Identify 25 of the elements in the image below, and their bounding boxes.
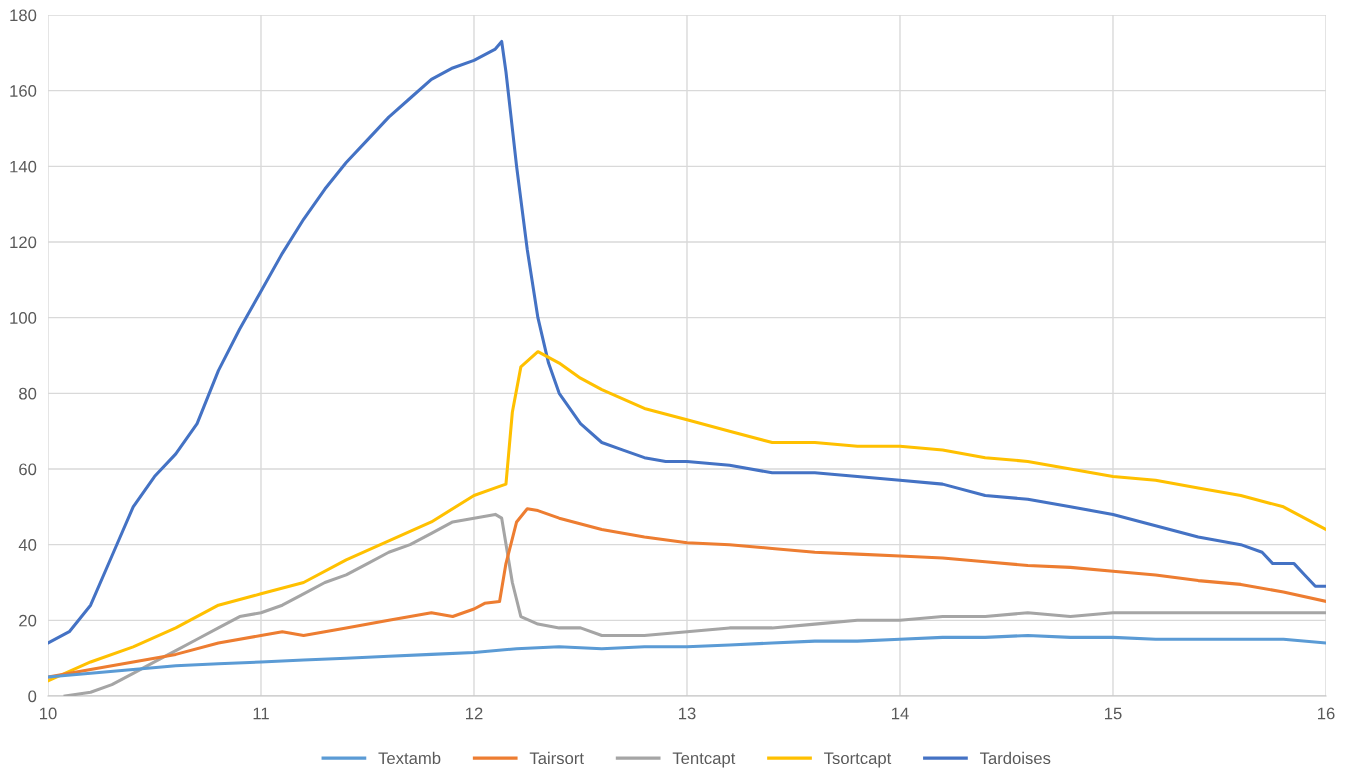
legend-label: Tsortcapt bbox=[824, 752, 892, 768]
x-tick-label: 12 bbox=[466, 707, 483, 720]
legend-label: Tardoises bbox=[979, 751, 1051, 765]
y-tick-label: 20 bbox=[19, 614, 37, 627]
x-tick-label: 13 bbox=[679, 707, 696, 720]
x-tick-label: 16 bbox=[1318, 707, 1335, 720]
legend-label: Tairsort bbox=[529, 751, 584, 765]
y-tick-label: 180 bbox=[10, 9, 37, 22]
x-tick-label: 11 bbox=[253, 707, 269, 720]
y-tick-label: 100 bbox=[10, 312, 37, 324]
y-tick-label: 40 bbox=[18, 539, 37, 551]
y-tick-label: 160 bbox=[10, 85, 37, 97]
y-tick-label: 80 bbox=[19, 387, 37, 400]
line-series bbox=[48, 350, 1326, 683]
line-series bbox=[48, 633, 1326, 679]
y-tick-label: 60 bbox=[19, 463, 37, 476]
x-tick-label: 15 bbox=[1105, 707, 1122, 720]
x-tick-label: 14 bbox=[892, 707, 909, 720]
x-tick-label: 10 bbox=[40, 707, 57, 720]
y-tick-label: 0 bbox=[28, 690, 37, 703]
legend-label: Tentcapt bbox=[672, 752, 736, 768]
y-tick-label: 140 bbox=[10, 160, 37, 173]
y-tick-label: 120 bbox=[10, 236, 37, 249]
legend-label: Textamb bbox=[378, 751, 441, 765]
line-series bbox=[48, 39, 1326, 645]
